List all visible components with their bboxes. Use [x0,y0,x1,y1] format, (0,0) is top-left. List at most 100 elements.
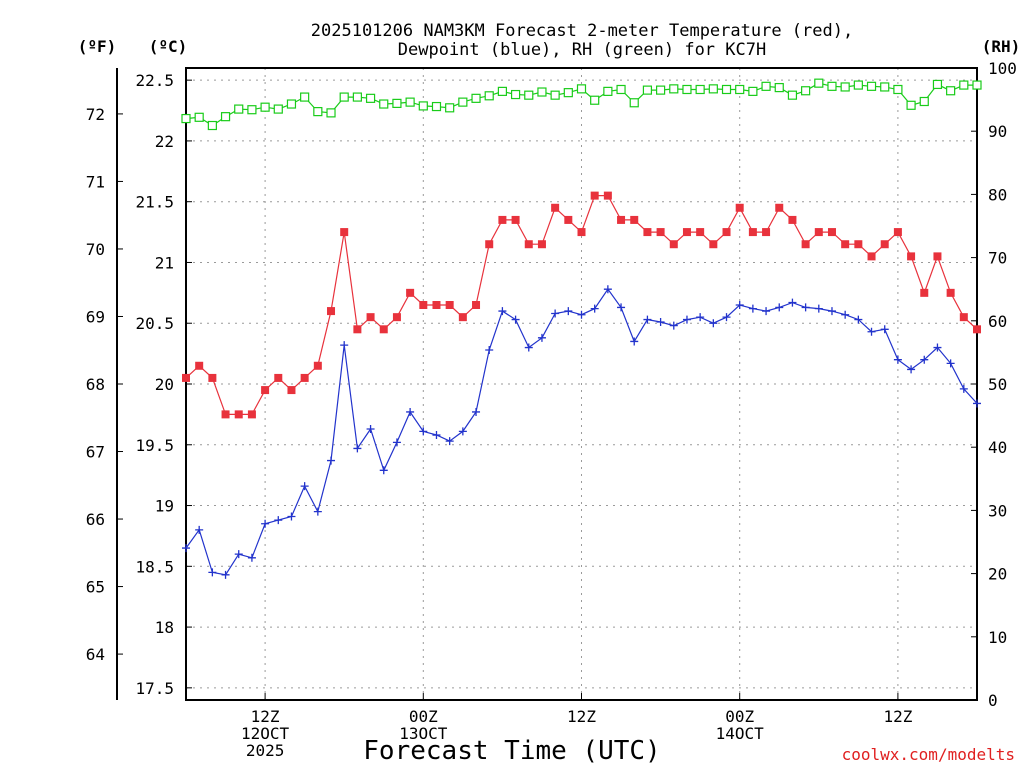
rh-tick-label: 70 [988,249,1007,268]
dewpoint-point [603,285,612,294]
temperature-point [577,228,586,237]
dewpoint-point [946,359,955,368]
temperature-point [617,215,626,224]
temperature-point [867,252,876,261]
fahrenheit-tick-label: 72 [86,105,105,124]
dewpoint-point [696,313,705,322]
dewpoint-point [392,438,401,447]
dewpoint-point [827,307,836,316]
rh-point [959,80,969,90]
temperature-point [762,228,771,237]
temperature-point [366,313,375,322]
rh-point [932,79,943,90]
x-tick-label: 13OCT [399,724,448,743]
rh-point [590,95,600,105]
fahrenheit-tick-label: 70 [86,240,105,259]
rh-series [181,78,982,131]
temperature-point [340,228,349,237]
temperature-point [524,240,533,249]
dewpoint-point [893,355,902,364]
temperature-point [933,252,942,261]
rh-point [181,113,191,124]
rh-point [563,88,573,98]
rh-point [814,78,824,88]
dewpoint-point [551,309,560,318]
dewpoint-point [841,310,850,319]
rh-point [418,101,428,111]
temperature-point [287,386,296,395]
rh-point [365,93,376,103]
x-tick-label: 12Z [883,707,912,726]
rh-point [787,90,798,100]
rh-point [260,102,270,112]
celsius-tick-label: 19.5 [135,436,174,455]
x-tick-label: 00Z [725,707,754,726]
temperature-point [221,410,230,419]
rh-point [616,84,626,95]
dewpoint-point [630,337,639,346]
temperature-point [748,228,757,237]
dewpoint-point [920,355,929,364]
temperature-point [630,215,639,224]
temperature-point [472,301,481,309]
x-tick-label: 00Z [409,707,438,726]
dewpoint-point [775,303,784,312]
dewpoint-point [379,466,388,475]
rh-point [392,98,402,108]
rh-point [379,99,389,109]
rh-point [550,90,560,100]
x-tick-label: 2025 [246,741,285,760]
dewpoint-point [419,427,428,436]
dewpoint-point [656,318,665,327]
dewpoint-point [537,333,546,342]
dewpoint-point [327,456,336,465]
dewpoint-point [432,431,441,440]
dewpoint-point [234,550,243,559]
dewpoint-point [287,512,296,521]
rh-point [748,86,758,96]
temperature-point [682,228,691,237]
dewpoint-point [208,568,217,577]
rh-point [735,84,745,95]
temperature-point [854,240,863,249]
temperature-point [841,240,850,249]
dewpoint-point [590,304,599,313]
rh-point [946,86,956,96]
temperature-point [814,228,823,237]
rh-point [853,80,863,90]
temperature-point [788,215,797,224]
dewpoint-point [854,315,863,324]
dewpoint-point [247,553,256,562]
temperature-point [247,410,256,419]
dewpoint-point [867,327,876,336]
dewpoint-point [907,365,916,374]
temperature-point [669,240,678,249]
chart-title-line1: 2025101206 NAM3KM Forecast 2-meter Tempe… [311,21,853,41]
rh-point [339,92,349,102]
temperature-point [775,203,784,212]
temperature-point [432,301,441,309]
fahrenheit-tick-label: 65 [86,578,105,597]
rh-tick-label: 30 [988,501,1007,520]
rh-tick-label: 50 [988,375,1007,394]
rh-point [669,84,679,94]
temperature-point [907,252,916,261]
temperature-point [392,313,401,322]
rh-point [919,96,929,107]
dewpoint-point [472,407,481,416]
dewpoint-point [814,304,823,313]
x-tick-label: 14OCT [716,724,765,743]
temperature-point [880,240,889,249]
dewpoint-point [274,516,283,525]
rh-point [471,93,481,103]
temperature-point [353,325,362,334]
temperature-point [537,240,546,249]
axis-ticks: 17.5 18 18.5 19 19.5 20 20.5 21 21.5 22 22.5 64 65 66… [86,59,1017,760]
fahrenheit-tick-label: 64 [86,645,105,664]
temperature-point [735,203,744,212]
rh-point [405,97,415,107]
rh-point [497,86,507,96]
rh-point [286,99,297,109]
celsius-tick-label: 20 [155,375,174,394]
